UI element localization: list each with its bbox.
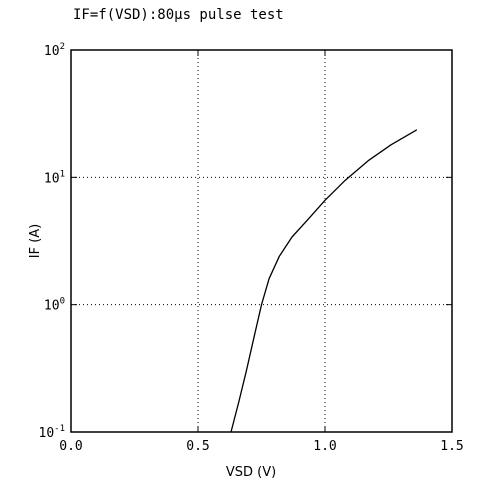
chart-title: IF=f(VSD):80μs pulse test: [73, 7, 284, 23]
plot-frame: [70, 49, 453, 433]
x-axis-ticks: 0.0 0.5 1.0 1.5: [59, 50, 464, 454]
x-tick-label: 1.5: [440, 439, 463, 454]
x-tick-label: 0.5: [186, 439, 209, 454]
y-tick-label: 10-1: [39, 424, 66, 441]
y-axis-label: IF (A): [28, 224, 43, 258]
y-tick-label: 101: [44, 169, 65, 186]
series-line: [230, 129, 418, 433]
y-tick-label: 102: [44, 42, 65, 59]
x-tick-label: 1.0: [313, 439, 336, 454]
x-tick-label: 0.0: [59, 439, 82, 454]
x-axis-label: VSD (V): [226, 465, 276, 480]
y-axis-ticks: 10-1 100 101 102: [39, 42, 452, 441]
y-tick-label: 100: [44, 297, 65, 314]
series-layer: [230, 129, 418, 433]
grid: [71, 50, 452, 432]
